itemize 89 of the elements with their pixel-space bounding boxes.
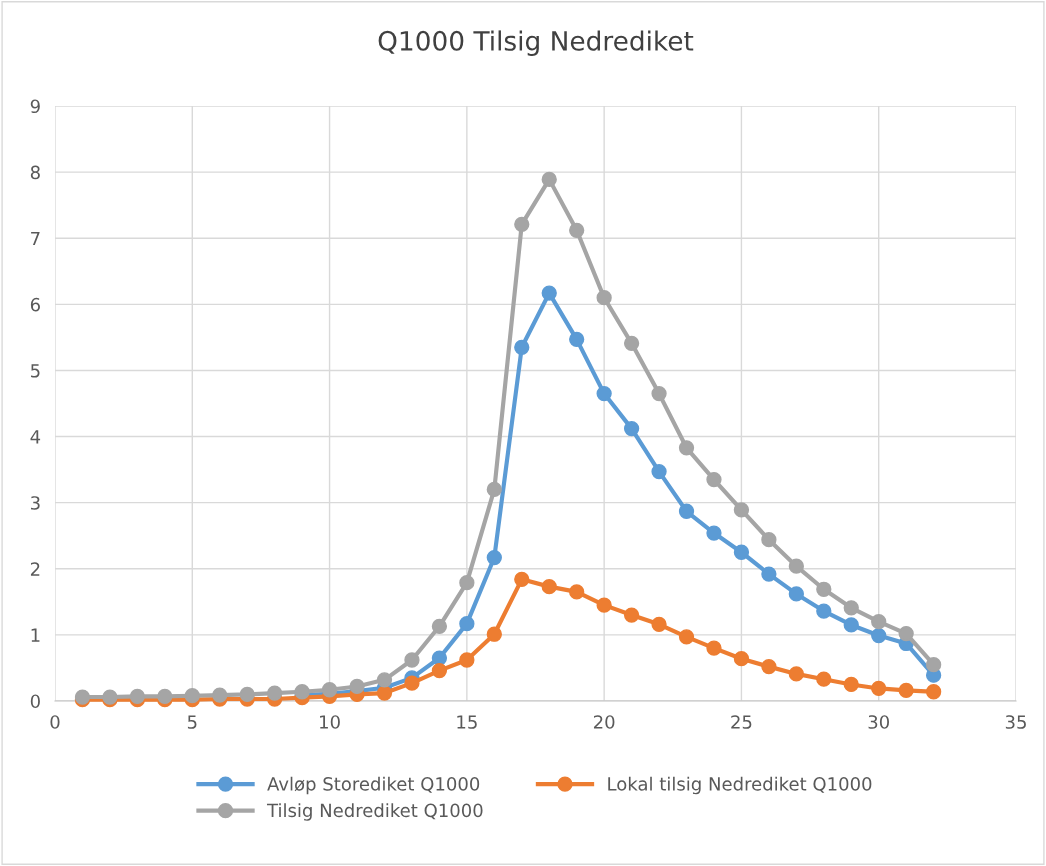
y-tick-label: 6 (30, 297, 40, 312)
point (569, 331, 585, 348)
x-tick-label: 10 (320, 715, 340, 729)
point (541, 171, 557, 188)
point (761, 566, 777, 582)
point (843, 617, 859, 633)
point (349, 678, 365, 695)
point (129, 688, 146, 705)
point (569, 584, 585, 600)
point (816, 581, 832, 597)
point (514, 339, 530, 355)
point (514, 216, 530, 232)
point (596, 385, 612, 402)
point (733, 544, 750, 560)
point (212, 687, 228, 703)
point (541, 578, 557, 595)
point (431, 618, 448, 634)
y-tick-label: 2 (30, 562, 40, 576)
point (871, 614, 887, 630)
point (514, 571, 530, 587)
point (157, 688, 173, 705)
point (459, 616, 475, 632)
point (486, 481, 502, 498)
point (733, 651, 750, 667)
point (761, 658, 777, 675)
y-tick-label: 4 (30, 430, 41, 444)
point (788, 586, 804, 602)
point (925, 684, 942, 700)
chart-title: Q1000 Tilsig Nedrediket (378, 30, 694, 56)
x-tick-label: 25 (731, 715, 752, 729)
point (239, 686, 255, 703)
x-tick-label: 5 (187, 715, 197, 729)
point (596, 290, 612, 306)
point (459, 652, 475, 668)
point (678, 503, 695, 519)
x-tick-label: 15 (457, 715, 477, 729)
point (816, 671, 832, 687)
point (706, 471, 722, 488)
point (871, 627, 887, 644)
point (321, 682, 338, 698)
point (678, 440, 695, 456)
point (678, 629, 695, 645)
legend-label: Tilsig Nedrediket Q1000 (266, 803, 483, 821)
point (623, 335, 640, 351)
y-tick-label: 9 (30, 99, 40, 114)
y-tick-label: 7 (31, 231, 40, 246)
point (623, 607, 640, 623)
point (843, 676, 859, 693)
point (706, 525, 722, 541)
point (267, 685, 283, 701)
x-tick-label: 0 (50, 715, 60, 729)
point (843, 600, 859, 616)
point (376, 672, 393, 688)
point (788, 666, 804, 682)
y-tick-label: 0 (30, 694, 40, 709)
y-tick-label: 8 (30, 165, 40, 180)
x-tick-label: 35 (1005, 715, 1026, 729)
point (816, 603, 832, 619)
point (651, 616, 667, 632)
point (788, 558, 804, 574)
legend-label: Avløp Storediket Q1000 (267, 776, 480, 795)
point (486, 549, 502, 566)
point (761, 532, 777, 548)
y-tick-label: 1 (31, 628, 40, 642)
point (431, 662, 448, 679)
point (569, 222, 585, 238)
point (431, 650, 448, 666)
legend-label: Lokal tilsig Nedrediket Q1000 (608, 776, 872, 795)
point (871, 680, 887, 697)
point (898, 625, 914, 642)
x-tick-label: 30 (868, 715, 889, 729)
point (376, 685, 393, 701)
x-tick-label: 20 (593, 715, 615, 729)
point (541, 285, 557, 301)
point (733, 502, 750, 518)
point (184, 688, 200, 704)
point (596, 597, 612, 613)
point (486, 626, 502, 642)
point (623, 420, 640, 437)
y-tick-label: 5 (31, 364, 40, 378)
point (706, 640, 722, 656)
y-tick-label: 3 (31, 496, 40, 510)
point (651, 463, 667, 480)
point (898, 682, 914, 699)
point (459, 575, 475, 591)
point (404, 652, 420, 668)
point (404, 675, 420, 691)
point (651, 385, 667, 402)
point (925, 656, 942, 673)
